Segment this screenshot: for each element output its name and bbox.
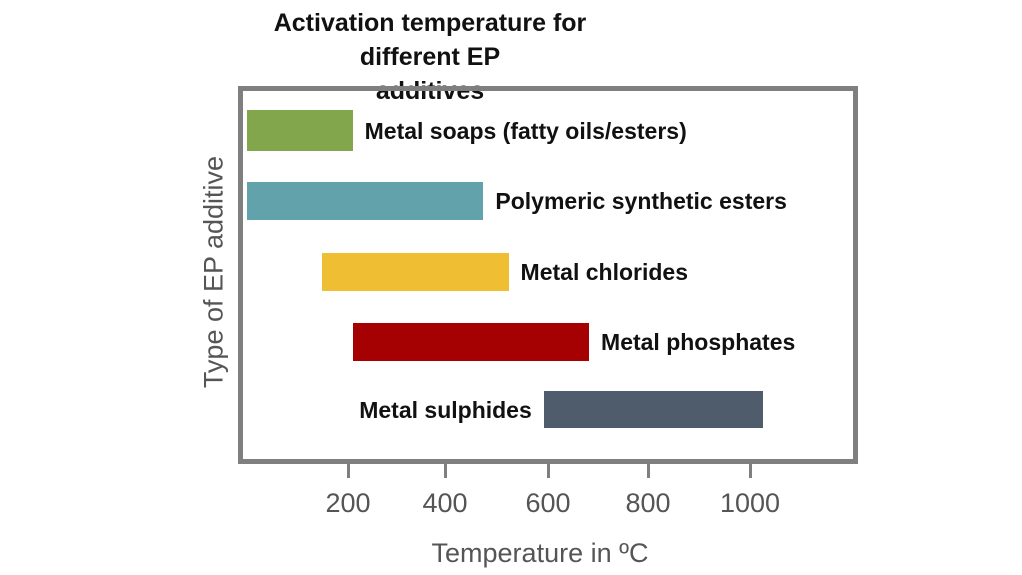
plot-frame xyxy=(238,86,858,464)
x-tick-label: 800 xyxy=(625,488,671,518)
title-line-2: additives xyxy=(375,77,485,105)
range-bar xyxy=(322,253,509,291)
range-bar xyxy=(543,391,763,428)
y-axis-label: Type of EP additive xyxy=(198,155,229,389)
x-tick-label: 600 xyxy=(525,488,571,518)
x-tick-400 xyxy=(444,463,447,478)
x-axis-label: Temperature in ºC xyxy=(431,538,649,568)
chart-title: Activation temperature for different EP … xyxy=(230,6,630,108)
x-tick-label: 400 xyxy=(422,488,468,518)
bar-label: Metal soaps (fatty oils/esters) xyxy=(364,117,687,144)
bar-label: Metal chlorides xyxy=(520,259,688,285)
bar-label: Metal sulphides xyxy=(359,396,532,423)
x-tick-label: 1000 xyxy=(719,488,781,518)
x-tick-600 xyxy=(547,463,550,478)
title-line-1: Activation temperature for different EP xyxy=(273,9,587,71)
range-bar xyxy=(352,323,590,361)
range-bar xyxy=(247,110,353,151)
x-tick-800 xyxy=(647,463,650,478)
x-tick-200 xyxy=(347,463,350,478)
x-tick-label: 200 xyxy=(325,488,371,518)
bar-label: Polymeric synthetic esters xyxy=(495,188,787,214)
x-tick-1000 xyxy=(749,463,752,478)
bar-label: Metal phosphates xyxy=(601,329,796,355)
range-bar xyxy=(247,182,484,220)
